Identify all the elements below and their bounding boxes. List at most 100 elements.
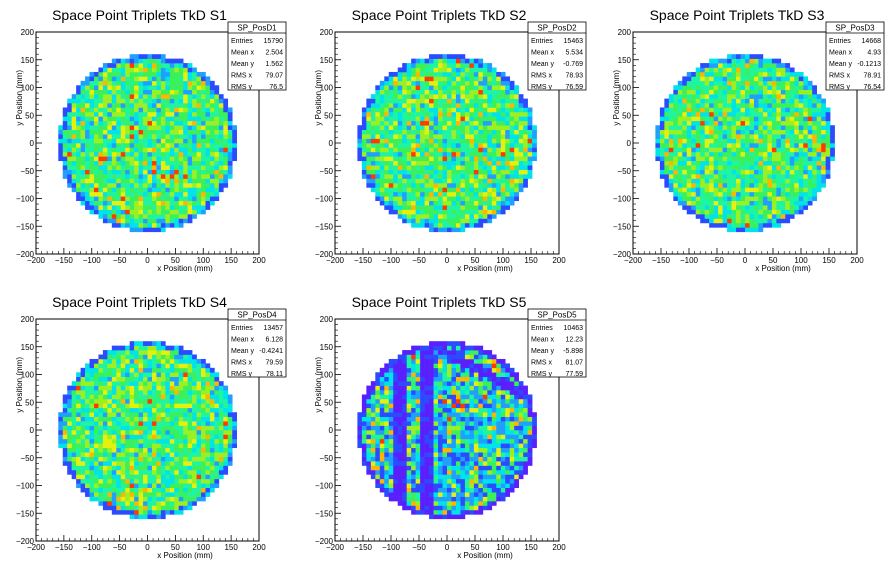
heatmap-cell [464,107,470,113]
heatmap-cell [71,160,77,166]
heatmap-cell [187,71,193,77]
heatmap-cell [138,469,144,475]
heatmap-cell [138,111,144,117]
heatmap-cell [447,187,452,193]
heatmap-cell [753,209,759,215]
heatmap-cell [825,143,831,148]
heatmap-cell [442,174,448,179]
heatmap-cell [798,98,804,104]
heatmap-cell [758,138,764,144]
heatmap-cell [718,214,723,219]
heatmap-cell [205,412,211,417]
heatmap-cell [232,434,237,440]
heatmap-cell [205,443,211,449]
heatmap-cell [151,151,157,157]
heatmap-cell [178,151,184,157]
heatmap-cell [201,496,206,502]
heatmap-cell [223,138,229,144]
heatmap-cell [370,125,376,130]
heatmap-cell [753,227,759,233]
heatmap-cell [415,116,421,122]
heatmap-cell [209,456,215,462]
heatmap-cell [433,103,439,108]
heatmap-cell [196,465,202,471]
heatmap-cell [780,174,786,179]
heatmap-cell [740,222,746,228]
heatmap-cell [807,125,813,130]
heatmap-cell [156,447,162,453]
heatmap-cell [71,434,77,440]
heatmap-cell [736,138,741,144]
heatmap-cell [722,143,728,148]
heatmap-cell [160,134,166,139]
heatmap-cell [187,129,193,135]
heatmap-cell [58,425,64,431]
heatmap-cell [138,425,144,431]
heatmap-cell [361,107,367,113]
heatmap-cell [776,107,782,113]
heatmap-cell [473,165,479,170]
heatmap-cell [209,156,215,162]
heatmap-cell [138,514,144,520]
heatmap-cell [758,222,764,228]
heatmap-cell [397,147,403,153]
heatmap-cell [227,151,233,157]
heatmap-cell [160,430,166,435]
heatmap-cell [424,85,430,91]
heatmap-cell [223,151,229,157]
heatmap-cell [767,138,773,144]
heatmap-cell [192,80,197,86]
heatmap-cell [120,496,126,502]
heatmap-cell [384,107,390,113]
heatmap-cell [393,196,399,202]
heatmap-cell [718,98,723,104]
heatmap-cell [116,160,122,166]
heatmap-cell [758,129,764,135]
heatmap-cell [174,143,180,148]
heatmap-cell [192,116,197,122]
heatmap-cell [780,85,786,91]
heatmap-cell [500,200,506,206]
heatmap-cell [147,438,153,444]
heatmap-cell [156,134,162,139]
heatmap-cell [71,425,77,431]
heatmap-cell [722,80,728,86]
heatmap-cell [384,85,390,91]
heatmap-cell [807,80,813,86]
heatmap-cell [134,209,139,215]
heatmap-cell [478,174,484,179]
heatmap-cell [794,209,800,215]
heatmap-cell [821,156,826,162]
heatmap-cell [785,174,791,179]
heatmap-cell [397,209,403,215]
heatmap-cell [187,187,193,193]
heatmap-cell [785,134,791,139]
heatmap-cell [447,209,452,215]
heatmap-cell [482,63,488,68]
heatmap-cell [375,151,381,157]
heatmap-cell [111,478,117,484]
heatmap-cell [388,174,394,179]
heatmap-cell [794,191,800,197]
heatmap-cell [798,205,804,210]
heatmap-cell [134,143,139,148]
heatmap-cell [205,465,211,471]
heatmap-cell [143,156,148,162]
heatmap-cell [58,125,64,130]
heatmap-cell [151,200,157,206]
heatmap-cell [134,98,139,104]
heatmap-cell [745,191,750,197]
heatmap-cell [771,89,777,95]
heatmap-cell [111,200,117,206]
heatmap-cell [388,169,394,175]
heatmap-cell [397,165,403,170]
heatmap-cell [107,182,113,188]
heatmap-cell [192,443,197,449]
heatmap-cell [469,89,475,95]
heatmap-cell [420,71,425,77]
heatmap-cell [749,151,755,157]
heatmap-cell [116,98,122,104]
heatmap-cell [718,218,723,224]
heatmap-cell [803,111,809,117]
